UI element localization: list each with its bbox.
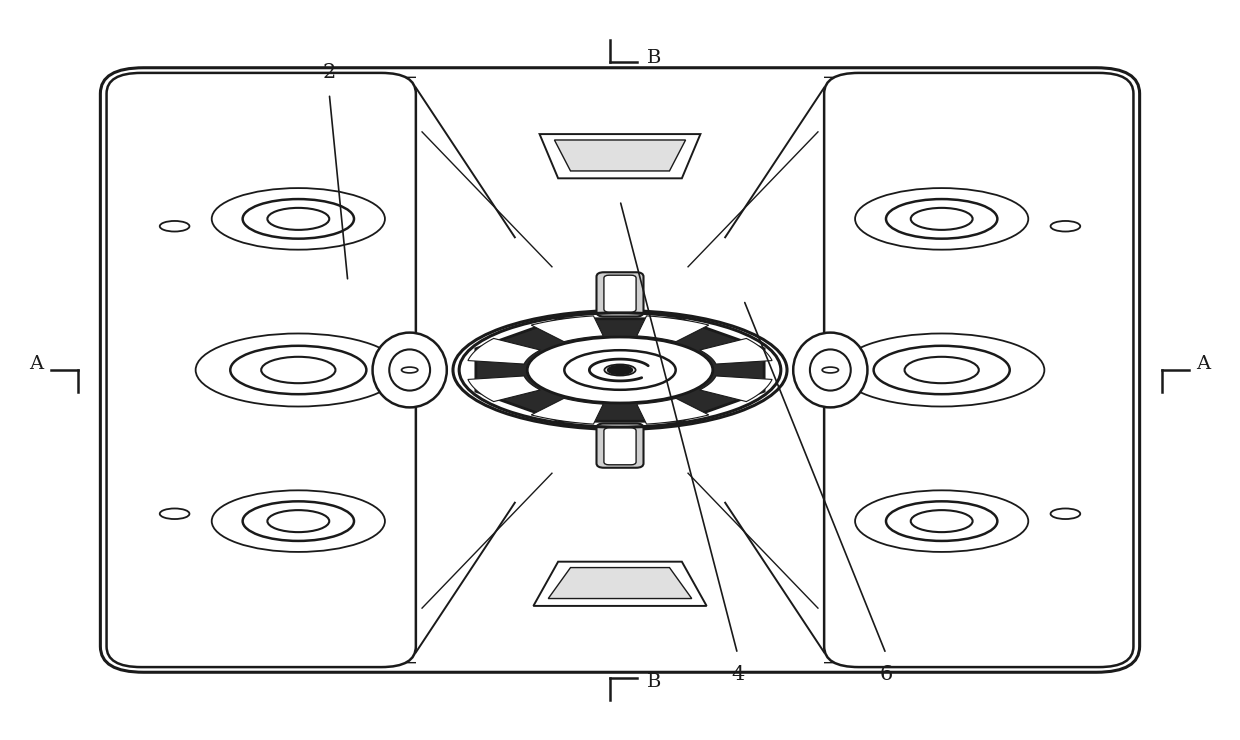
Polygon shape <box>415 73 825 667</box>
Polygon shape <box>699 376 773 402</box>
Ellipse shape <box>268 510 330 532</box>
Ellipse shape <box>564 350 676 390</box>
Polygon shape <box>531 316 603 342</box>
FancyBboxPatch shape <box>825 73 1133 667</box>
Polygon shape <box>548 568 692 599</box>
Text: 4: 4 <box>730 665 744 684</box>
Polygon shape <box>539 134 701 178</box>
Ellipse shape <box>231 346 366 394</box>
Ellipse shape <box>1050 508 1080 519</box>
Ellipse shape <box>1050 221 1080 232</box>
Ellipse shape <box>212 188 384 249</box>
Ellipse shape <box>608 366 632 374</box>
Ellipse shape <box>910 510 972 532</box>
Ellipse shape <box>402 367 418 373</box>
Polygon shape <box>467 338 541 364</box>
Ellipse shape <box>160 221 190 232</box>
Polygon shape <box>533 562 707 606</box>
Ellipse shape <box>810 349 851 391</box>
Ellipse shape <box>243 199 353 239</box>
Polygon shape <box>637 316 709 342</box>
Polygon shape <box>637 398 709 424</box>
Ellipse shape <box>389 349 430 391</box>
Polygon shape <box>699 338 773 364</box>
Ellipse shape <box>453 311 787 429</box>
Ellipse shape <box>372 332 446 408</box>
Ellipse shape <box>527 337 713 403</box>
Ellipse shape <box>243 501 353 541</box>
Ellipse shape <box>887 501 997 541</box>
Text: A: A <box>1197 355 1210 373</box>
Ellipse shape <box>268 208 330 230</box>
FancyBboxPatch shape <box>604 428 636 465</box>
Text: 6: 6 <box>879 665 893 684</box>
FancyBboxPatch shape <box>107 73 415 667</box>
Text: B: B <box>647 673 662 691</box>
Ellipse shape <box>604 365 636 375</box>
FancyBboxPatch shape <box>604 275 636 312</box>
Ellipse shape <box>856 491 1028 552</box>
Ellipse shape <box>910 208 972 230</box>
Text: 2: 2 <box>322 64 336 82</box>
Ellipse shape <box>874 346 1009 394</box>
FancyBboxPatch shape <box>596 272 644 317</box>
FancyBboxPatch shape <box>100 68 1140 672</box>
Ellipse shape <box>856 188 1028 249</box>
Text: B: B <box>647 49 662 67</box>
Ellipse shape <box>196 334 401 406</box>
FancyBboxPatch shape <box>596 423 644 468</box>
Polygon shape <box>531 398 603 424</box>
Text: A: A <box>30 355 43 373</box>
Ellipse shape <box>904 357 978 383</box>
Ellipse shape <box>794 332 868 408</box>
Ellipse shape <box>160 508 190 519</box>
Polygon shape <box>476 319 764 421</box>
Ellipse shape <box>212 491 384 552</box>
Ellipse shape <box>839 334 1044 406</box>
Polygon shape <box>467 376 541 402</box>
Polygon shape <box>554 140 686 171</box>
Ellipse shape <box>822 367 838 373</box>
Ellipse shape <box>262 357 336 383</box>
Ellipse shape <box>887 199 997 239</box>
